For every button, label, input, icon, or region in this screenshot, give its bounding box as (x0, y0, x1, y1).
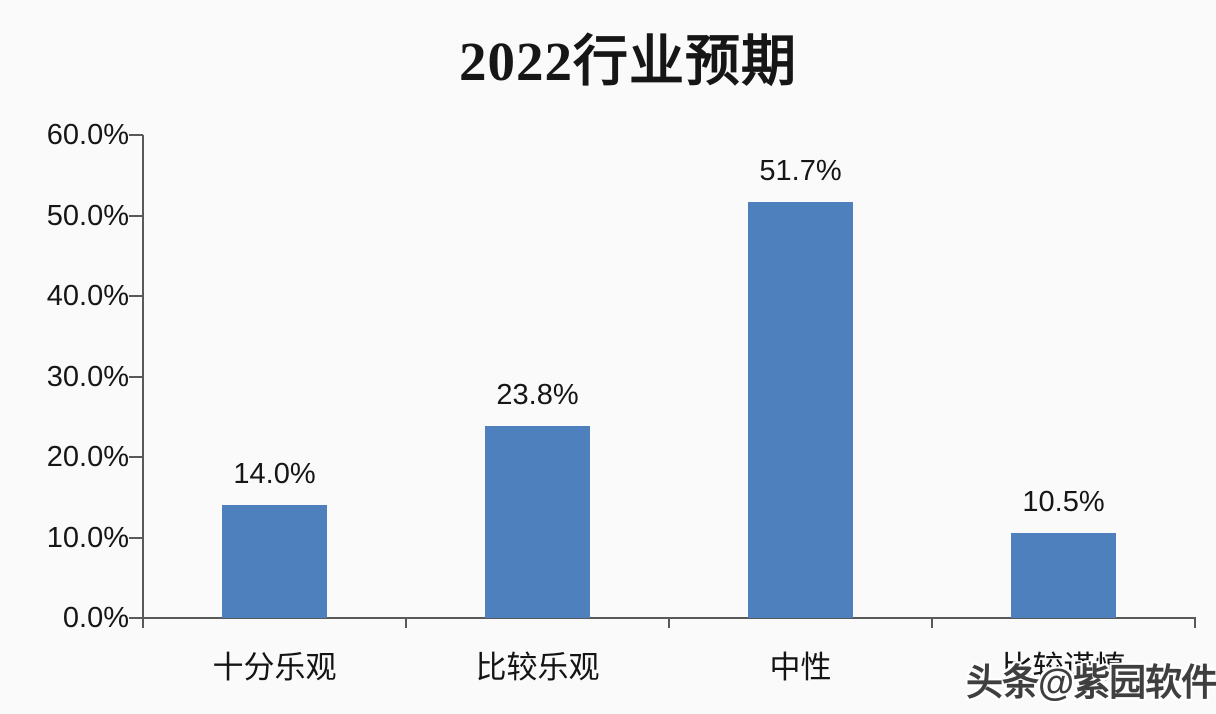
x-axis-tick-mark (668, 618, 670, 628)
y-axis-tick-mark (129, 134, 143, 136)
bar-value-label: 51.7% (759, 154, 842, 187)
x-category-label: 比较谨慎 (1001, 650, 1126, 685)
chart-title: 2022行业预期 (458, 31, 797, 92)
bar-value-label: 23.8% (496, 379, 579, 412)
y-axis-tick-label: 30.0% (46, 360, 129, 393)
x-category-label: 比较乐观 (475, 650, 600, 685)
bar (222, 505, 327, 618)
bar (748, 201, 853, 618)
bar (485, 426, 590, 618)
y-axis-tick-label: 50.0% (46, 199, 129, 232)
y-axis-tick-mark (129, 536, 143, 539)
y-axis-tick-label: 10.0% (46, 521, 129, 554)
x-axis-tick-mark (142, 618, 144, 628)
y-axis-tick-label: 40.0% (46, 280, 129, 312)
y-axis-tick-mark (129, 456, 143, 458)
y-axis-tick-mark (129, 617, 143, 619)
y-axis-tick-label: 60.0% (46, 119, 129, 151)
x-category-label: 十分乐观 (212, 650, 337, 685)
bar-value-label: 14.0% (233, 458, 316, 491)
y-axis-tick-mark (129, 295, 143, 297)
y-axis-tick-mark (129, 375, 143, 378)
bar (1011, 533, 1116, 618)
y-axis-line (142, 135, 144, 627)
x-axis-tick-mark (1194, 618, 1196, 628)
bar-value-label: 10.5% (1022, 486, 1105, 519)
y-axis-tick-mark (129, 214, 143, 217)
x-axis-tick-mark (931, 618, 933, 628)
x-category-label: 中性 (769, 650, 832, 685)
y-axis-tick-label: 20.0% (46, 441, 129, 473)
y-axis-tick-label: 0.0% (62, 602, 129, 634)
watermark-text: 头条@紫园软件 (966, 662, 1216, 703)
x-axis-tick-mark (405, 618, 407, 628)
